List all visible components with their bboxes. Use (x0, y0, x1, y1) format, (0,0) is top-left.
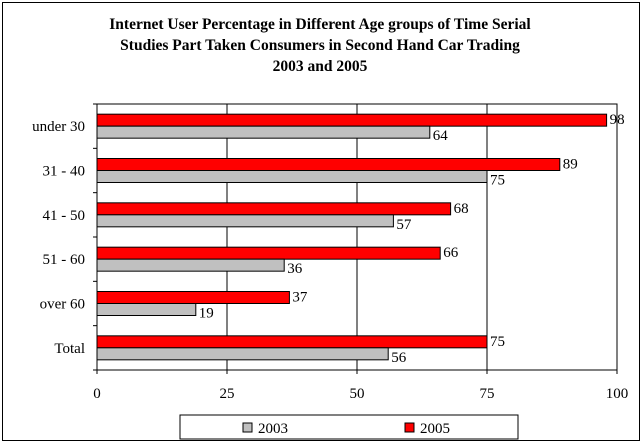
x-tick-label: 50 (350, 386, 365, 402)
data-label-2003: 64 (433, 128, 449, 144)
bar-2005 (96, 246, 441, 260)
bar-2003 (96, 258, 285, 272)
grid-lines (96, 103, 618, 371)
category-label: 51 - 60 (43, 252, 86, 268)
data-label-2003: 57 (396, 217, 412, 233)
bar-2003 (96, 347, 389, 361)
bars: 98 64 89 75 68 57 66 36 37 19 75 56 (96, 112, 625, 366)
data-label-2005: 98 (610, 112, 625, 128)
title-line-2: Studies Part Taken Consumers in Second H… (120, 37, 520, 54)
category-label: over 60 (40, 297, 85, 313)
category-label: Total (54, 341, 85, 357)
bar-2005 (96, 158, 561, 171)
title-line-3: 2003 and 2005 (272, 58, 368, 75)
bar-2005 (96, 335, 488, 349)
data-label-2005: 66 (443, 245, 459, 261)
data-label-2003: 56 (391, 350, 407, 366)
data-label-2005: 37 (292, 290, 308, 306)
axis-ticks: 0 25 50 75 100 under 30 31 - 40 41 - 50 51 - 60 o… (32, 103, 629, 402)
data-label-2005: 68 (454, 201, 469, 217)
legend-swatch-2003 (242, 422, 253, 433)
category-label: 41 - 50 (43, 208, 86, 224)
category-label: under 30 (32, 119, 85, 135)
x-tick-label: 100 (606, 386, 629, 402)
data-label-2003: 36 (287, 261, 303, 277)
bar-2003 (96, 125, 431, 139)
bar-2005 (96, 202, 452, 216)
bar-2003 (96, 303, 197, 316)
bar-2005 (96, 113, 608, 127)
x-tick-label: 0 (93, 386, 101, 402)
data-label-2003: 75 (490, 173, 505, 189)
data-label-2003: 19 (199, 306, 214, 322)
legend-swatch-2005 (404, 422, 415, 433)
legend-label-2003: 2003 (258, 421, 288, 437)
data-label-2005: 75 (490, 334, 505, 350)
data-label-2005: 89 (563, 157, 578, 173)
legend-label-2005: 2005 (420, 421, 450, 437)
chart-title: Internet User Percentage in Different Ag… (40, 14, 600, 77)
x-tick-label: 75 (480, 386, 495, 402)
legend: 2003 2005 (179, 414, 519, 440)
title-line-1: Internet User Percentage in Different Ag… (109, 16, 531, 33)
category-label: 31 - 40 (43, 164, 86, 180)
legend-box (179, 414, 519, 440)
bar-2003 (96, 214, 394, 228)
x-tick-label: 25 (220, 386, 235, 402)
bar-2005 (96, 291, 290, 304)
bar-2003 (96, 170, 488, 183)
